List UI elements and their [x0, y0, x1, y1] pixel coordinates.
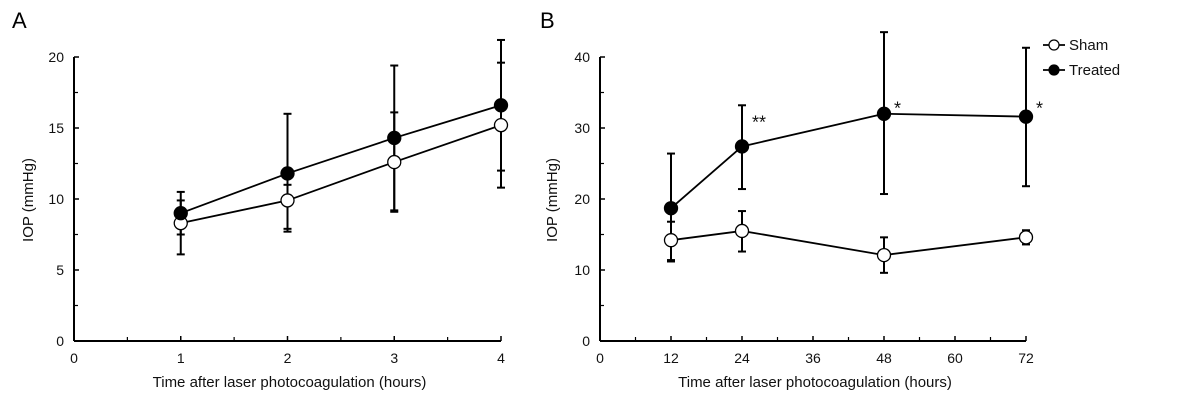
legend-marker	[1048, 64, 1060, 76]
data-point-treated	[663, 201, 679, 216]
significance-mark: **	[752, 112, 766, 132]
x-tick-label: 3	[390, 350, 398, 366]
x-tick-label: 2	[284, 350, 292, 366]
y-tick-label: 0	[582, 333, 590, 349]
y-tick-label: 10	[48, 191, 64, 207]
y-axis-title: IOP (mmHg)	[544, 158, 561, 242]
x-tick-label: 12	[663, 350, 679, 366]
x-tick-label: 36	[805, 350, 821, 366]
legend-label-treated: Treated	[1069, 62, 1120, 79]
series-treated	[176, 38, 505, 236]
x-tick-label: 72	[1018, 350, 1034, 366]
series-line-sham	[180, 124, 502, 225]
data-point-treated	[1018, 109, 1034, 124]
legend-label-sham: Sham	[1069, 37, 1108, 54]
panel-letter: B	[540, 8, 555, 33]
series-treated	[667, 31, 1030, 262]
x-axis-title: Time after laser photocoagulation (hours…	[153, 374, 427, 391]
data-point-treated	[876, 106, 892, 121]
y-tick-label: 5	[56, 262, 64, 278]
data-point-treated	[173, 206, 188, 221]
series-sham	[176, 61, 505, 256]
y-tick-label: 40	[574, 49, 590, 65]
series-sham	[667, 210, 1030, 274]
data-point-sham	[876, 247, 892, 263]
x-tick-label: 24	[734, 350, 750, 366]
y-tick-label: 30	[574, 120, 590, 136]
y-axis-title: IOP (mmHg)	[20, 158, 37, 242]
data-point-sham	[493, 118, 509, 133]
panel-letter: A	[12, 8, 27, 33]
data-point-sham	[387, 154, 402, 170]
data-point-sham	[663, 233, 679, 248]
panel-a: A 0 5 10 15 20 0 1 2 3 4 Time after laser photocoag…	[12, 8, 509, 391]
y-tick-label: 0	[56, 333, 64, 349]
significance-mark: *	[894, 98, 901, 118]
panel-b: B 0 10 20 30 40 0 12 24 36 48 60 72 Time after laser …	[540, 8, 1120, 391]
y-tick-label: 10	[574, 262, 590, 278]
legend-marker	[1048, 39, 1060, 51]
series-line-sham	[670, 230, 1027, 256]
x-tick-label: 0	[70, 350, 78, 366]
x-tick-label: 4	[497, 350, 505, 366]
x-tick-label: 60	[947, 350, 963, 366]
data-point-treated	[734, 139, 750, 154]
x-tick-label: 48	[876, 350, 892, 366]
series-line-treated	[670, 112, 1027, 209]
y-tick-label: 15	[48, 120, 64, 136]
y-tick-label: 20	[574, 191, 590, 207]
y-tick-label: 20	[48, 49, 64, 65]
data-point-sham	[280, 193, 295, 208]
x-axis-title: Time after laser photocoagulation (hours…	[678, 374, 952, 391]
data-point-sham	[734, 223, 750, 239]
significance-mark: *	[1036, 98, 1043, 118]
data-point-sham	[1018, 230, 1034, 245]
series-line-treated	[180, 104, 502, 215]
legend: Sham Treated	[1043, 37, 1120, 79]
data-point-treated	[280, 166, 295, 181]
data-point-treated	[493, 98, 509, 113]
x-tick-label: 1	[177, 350, 185, 366]
data-point-treated	[387, 130, 402, 146]
x-tick-label: 0	[596, 350, 604, 366]
